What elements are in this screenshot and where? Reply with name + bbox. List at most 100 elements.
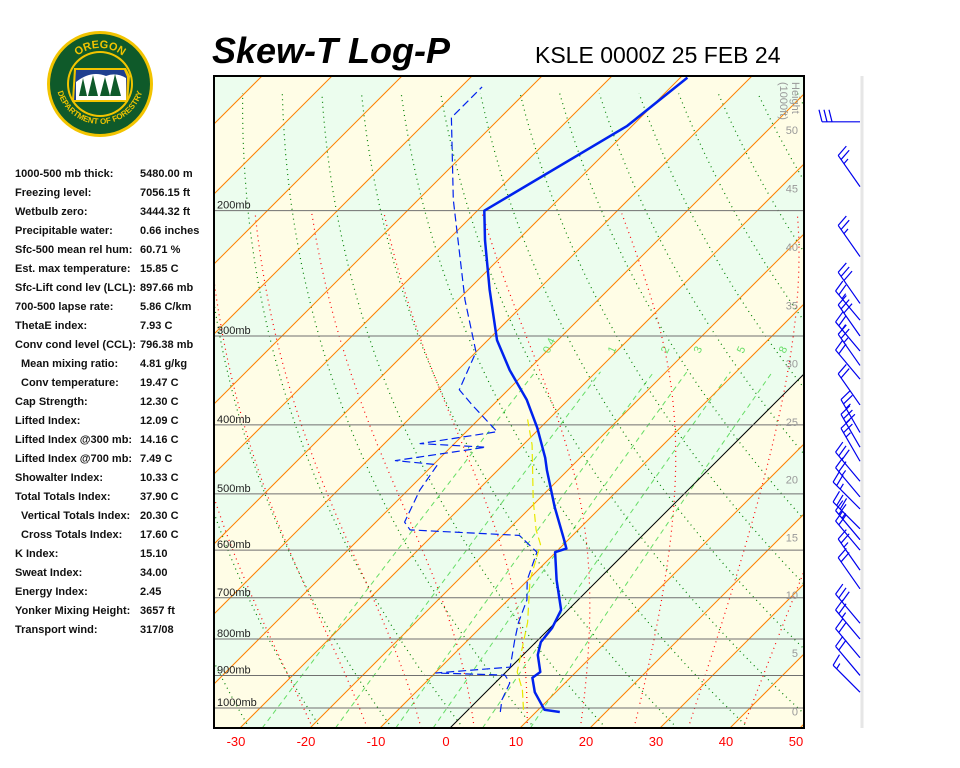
wind-barb-feather (843, 270, 853, 281)
temperature-line (483, 76, 689, 714)
height-tick-label: 30 (786, 359, 798, 371)
wind-barb-feather (838, 622, 847, 633)
x-tick-label: 20 (579, 734, 593, 749)
wind-barb (837, 324, 861, 366)
wind-barb-feather (838, 315, 847, 327)
stat-value: 5480.00 m (140, 168, 193, 180)
stat-label: Sfc-500 mean rel hum: (15, 244, 133, 256)
stat-value: 17.60 C (140, 529, 179, 541)
stat-row: Cap Strength: 12.30 C (15, 396, 215, 415)
isobar-label: 400mb (217, 414, 251, 426)
wind-barb (837, 364, 861, 406)
wind-barb-feather (840, 419, 851, 429)
stat-value: 4.81 g/kg (140, 358, 188, 370)
plot-frame (213, 75, 805, 729)
stat-value: 12.09 C (140, 415, 179, 427)
isobar-label: 500mb (217, 483, 251, 495)
stat-label: Sfc-Lift cond lev (LCL): (15, 282, 136, 294)
wetbulb-line (516, 419, 542, 710)
dry-adiabat (559, 93, 804, 521)
stat-label: Transport wind: (15, 624, 98, 636)
stat-row: Sfc-500 mean rel hum: 60.71 % (15, 244, 215, 263)
wind-barb (837, 145, 861, 187)
wind-barb-staff (837, 225, 861, 257)
stat-value: 796.38 mb (140, 339, 194, 351)
wind-barb-feather (840, 390, 851, 401)
wind-barb-feather (840, 266, 850, 277)
stat-row: Mean mixing ratio: 4.81 g/kg (15, 358, 215, 377)
isobar-label: 300mb (217, 325, 251, 337)
wind-barb-half-feather (843, 228, 849, 235)
wind-barb (837, 529, 861, 571)
dry-adiabat (321, 93, 607, 728)
mixing-ratio-label: 8 (777, 345, 790, 356)
x-tick-label: 50 (789, 734, 803, 749)
wind-barb-feather (840, 149, 850, 160)
dry-adiabat (242, 93, 464, 728)
x-tick-label: -10 (367, 734, 386, 749)
stat-row: Freezing level: 7056.15 ft (15, 187, 215, 206)
wind-barb-half-feather (843, 158, 849, 165)
stat-row: 1000-500 mb thick: 5480.00 m (15, 168, 215, 187)
stat-row: Transport wind: 317/08 (15, 624, 215, 643)
stat-label: Precipitable water: (15, 225, 113, 237)
wind-barb-staff (837, 304, 861, 337)
stat-label: 700-500 lapse rate: (15, 301, 114, 313)
wind-barb (837, 262, 861, 304)
isobar-label: 900mb (217, 664, 251, 676)
stat-row: Cross Totals Index: 17.60 C (15, 529, 215, 548)
stat-label: Conv temperature: (21, 377, 119, 389)
isotherm (379, 303, 804, 728)
stat-label: Mean mixing ratio: (21, 358, 119, 370)
wind-barb-feather (838, 504, 847, 515)
stat-value: 10.33 C (140, 472, 179, 484)
wind-barb-feather (838, 284, 847, 296)
wind-barb-staff (837, 271, 861, 304)
wind-barb-feather (837, 262, 847, 273)
isotherm-band (0, 76, 192, 728)
wind-barb-feather (836, 494, 844, 506)
wind-barb-feather (837, 547, 847, 559)
height-tick-label: 5 (792, 648, 798, 660)
stat-row: Lifted Index: 12.09 C (15, 415, 215, 434)
stat-label: Sweat Index: (15, 567, 83, 579)
stat-label: Cross Totals Index: (21, 529, 123, 541)
wind-barb-feather (835, 599, 844, 611)
stat-label: Conv cond level (CCL): (15, 339, 137, 351)
height-tick-label: 25 (786, 417, 798, 429)
stat-value: 12.30 C (140, 396, 179, 408)
wind-barb-feather (838, 639, 847, 651)
wind-barb (837, 295, 861, 337)
stat-label: 1000-500 mb thick: (15, 168, 114, 180)
wind-barb-feather (832, 491, 841, 503)
wind-barb (818, 109, 860, 123)
dry-adiabat (214, 299, 393, 728)
wind-barb-feather (840, 368, 850, 379)
x-tick-label: -30 (227, 734, 246, 749)
wind-barb-staff (835, 451, 861, 482)
wind-barb-feather (838, 461, 847, 472)
mixing-ratio-line (529, 371, 773, 728)
wind-barb-feather (836, 474, 844, 486)
mixing-ratio-label: 1 (606, 345, 619, 356)
stat-row: Energy Index: 2.45 (15, 586, 215, 605)
wind-barb (835, 500, 861, 541)
mixing-ratio-line (335, 371, 601, 728)
chart-title: Skew-T Log-P (212, 30, 451, 71)
x-tick-label: 40 (719, 734, 733, 749)
stat-row: Sfc-Lift cond lev (LCL): 897.66 mb (15, 282, 215, 301)
wind-barb-feather (837, 364, 847, 375)
wind-barb-feather (843, 409, 853, 420)
mixing-ratio-label: 0.4 (541, 336, 558, 355)
wind-barb-feather (835, 635, 844, 647)
isotherm (214, 76, 613, 475)
wind-barb (840, 390, 861, 433)
wind-barb (835, 457, 861, 498)
wind-barb (835, 635, 861, 676)
plot-area: 0.4 1 2 3 5 8 (0, 76, 804, 728)
wind-barb-half-feather (841, 470, 847, 476)
wind-barb-feather (838, 343, 847, 355)
wind-barb-feather (837, 324, 847, 335)
x-tick-label: 10 (509, 734, 523, 749)
